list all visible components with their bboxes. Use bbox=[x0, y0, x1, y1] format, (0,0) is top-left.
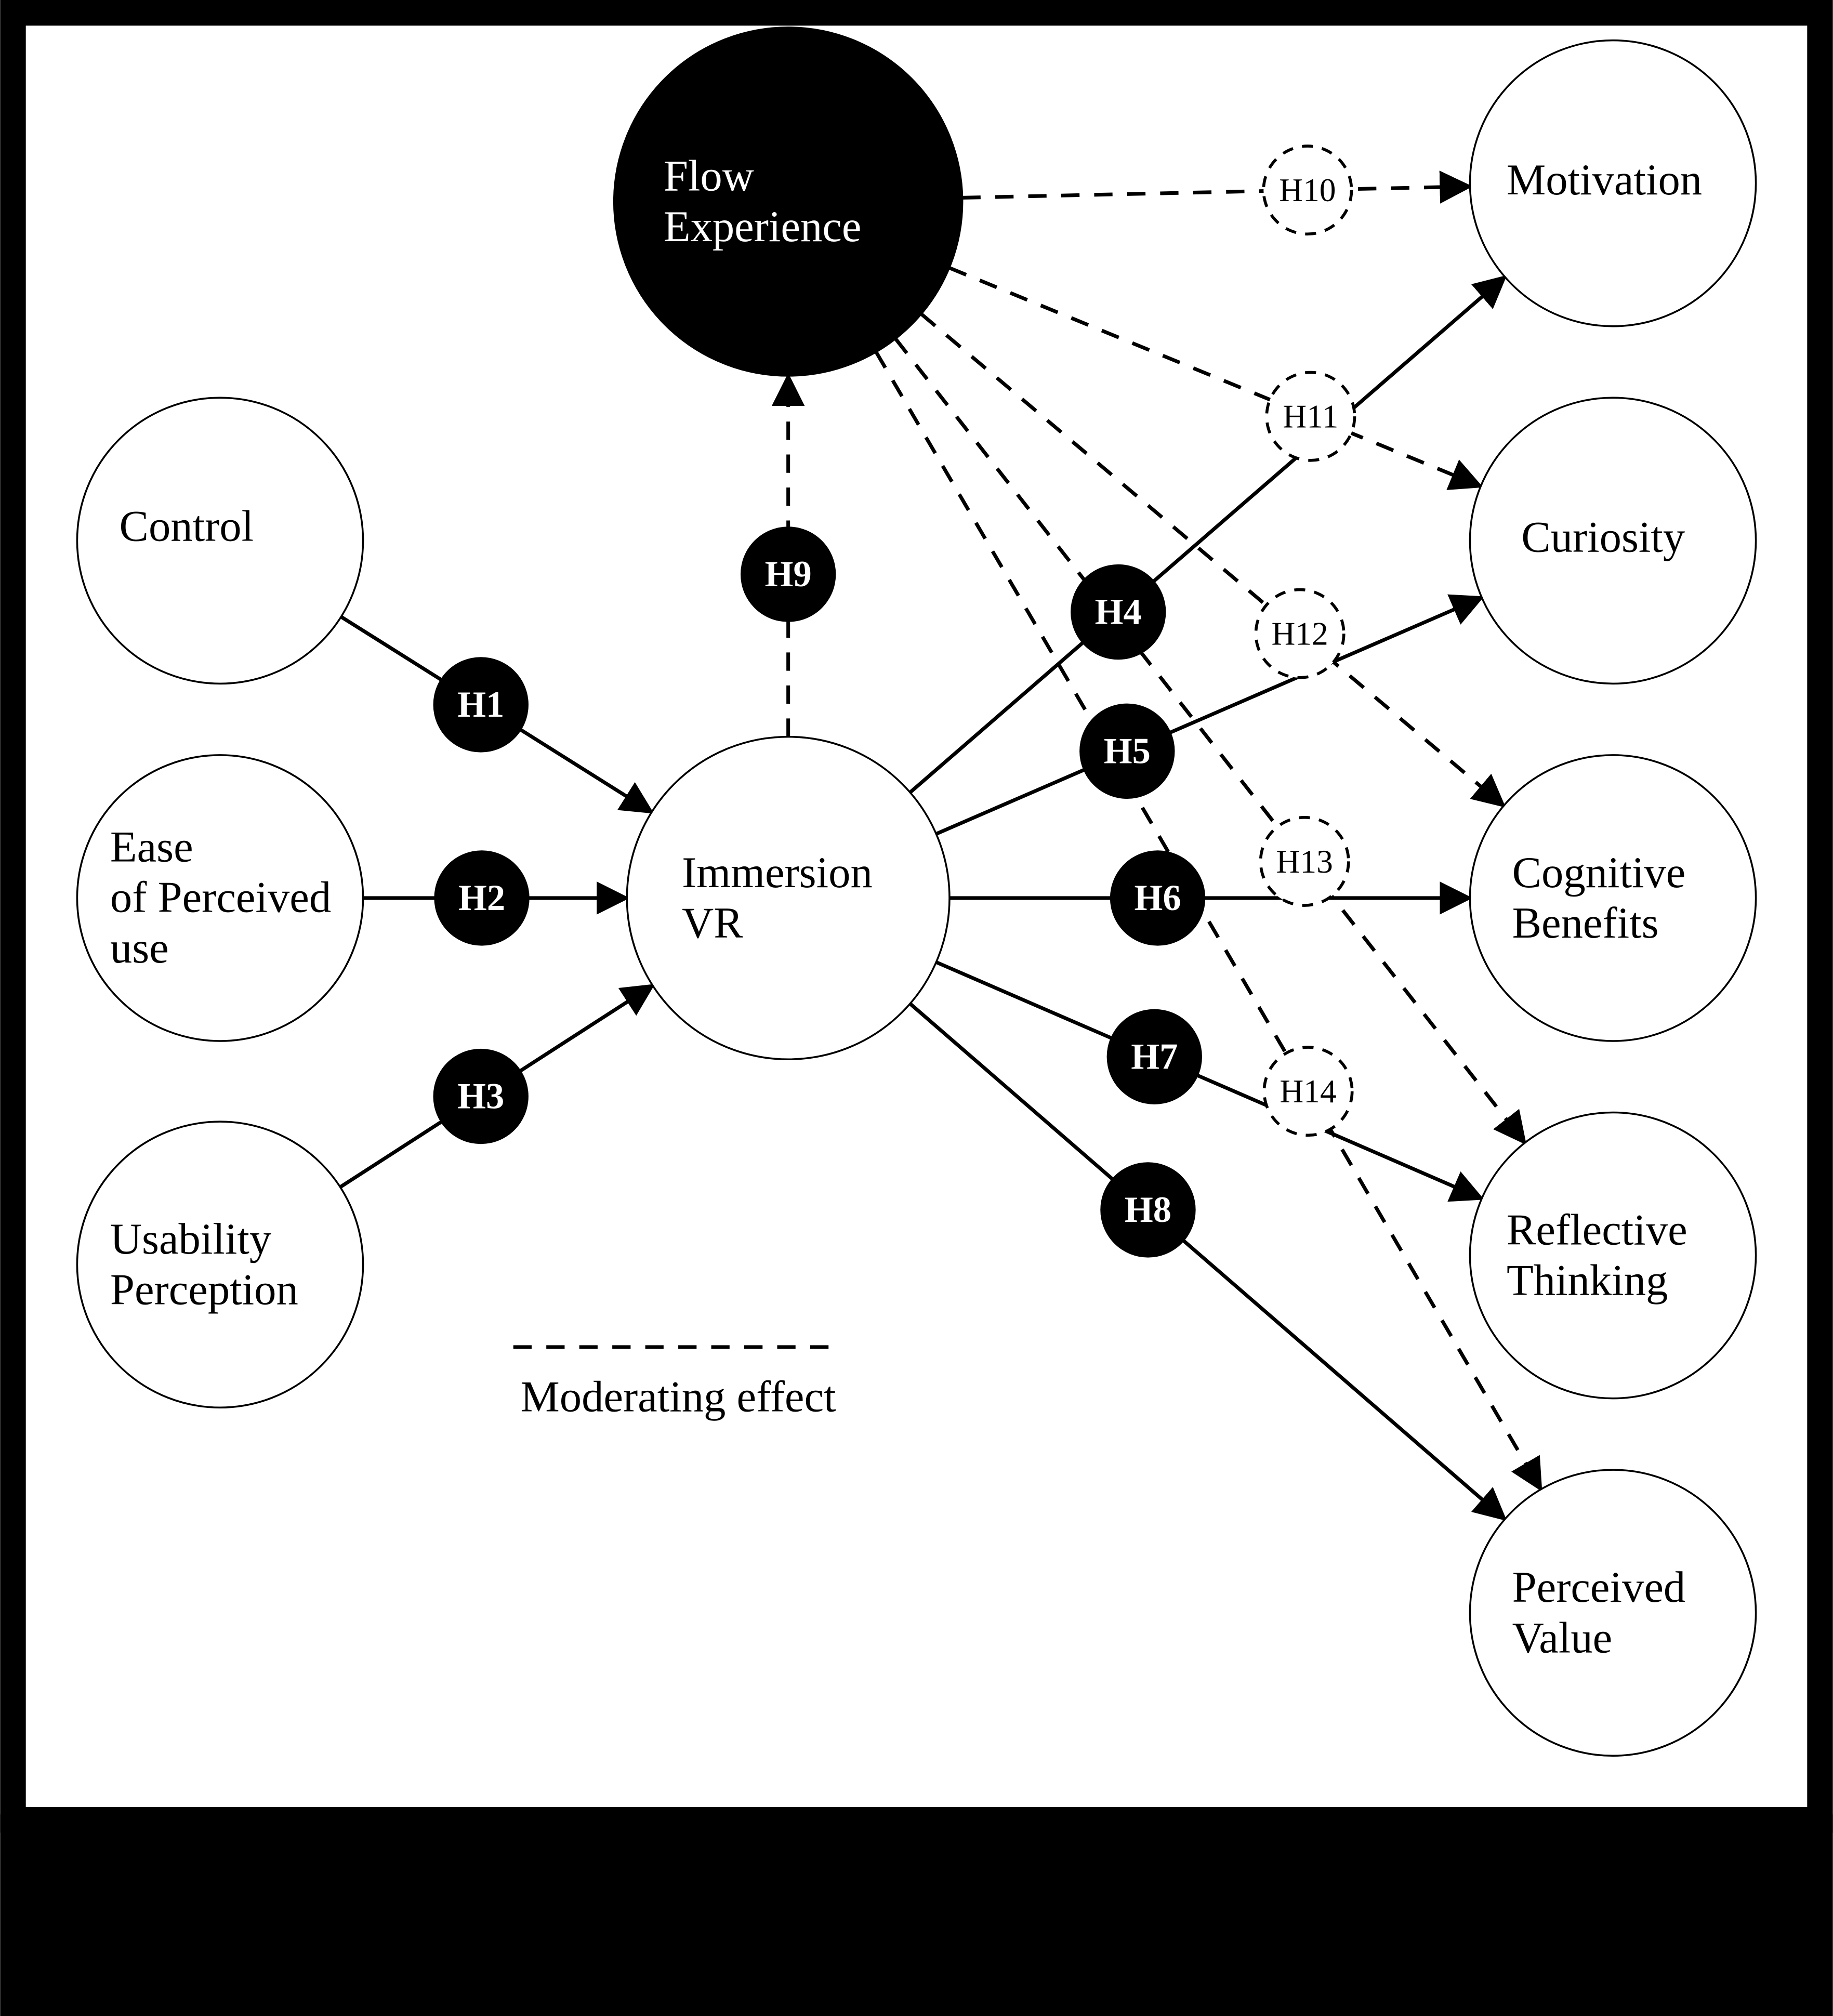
badge-label-H2: H2 bbox=[458, 878, 505, 918]
node-flow bbox=[614, 28, 962, 376]
badge-label-H1: H1 bbox=[457, 684, 504, 725]
node-usability bbox=[77, 1122, 363, 1407]
badge-label-H4: H4 bbox=[1095, 592, 1142, 633]
node-immersion bbox=[627, 737, 950, 1060]
node-label-control: Control bbox=[120, 502, 254, 550]
badge-label-H14: H14 bbox=[1280, 1073, 1336, 1110]
caption-band bbox=[0, 1814, 1832, 2016]
badge-label-H10: H10 bbox=[1279, 172, 1336, 208]
node-label-curiosity: Curiosity bbox=[1521, 513, 1685, 561]
node-label-motivation: Motivation bbox=[1507, 156, 1702, 204]
node-reflective bbox=[1470, 1113, 1756, 1399]
badge-label-H11: H11 bbox=[1283, 398, 1338, 435]
node-cognitive bbox=[1470, 755, 1756, 1041]
badge-label-H9: H9 bbox=[765, 554, 812, 595]
badge-label-H13: H13 bbox=[1276, 843, 1333, 880]
badge-label-H5: H5 bbox=[1104, 731, 1151, 771]
badge-label-H3: H3 bbox=[457, 1076, 504, 1117]
legend-label: Moderating effect bbox=[521, 1373, 836, 1421]
badge-label-H12: H12 bbox=[1271, 615, 1328, 652]
node-perceived bbox=[1470, 1470, 1756, 1756]
badge-label-H6: H6 bbox=[1135, 878, 1181, 918]
hypothesis-diagram: H1H2H3H4H5H6H7H8H9H10H11H12H13H14FlowExp… bbox=[0, 0, 1833, 2016]
badge-label-H7: H7 bbox=[1131, 1036, 1178, 1077]
badge-label-H8: H8 bbox=[1125, 1190, 1171, 1230]
